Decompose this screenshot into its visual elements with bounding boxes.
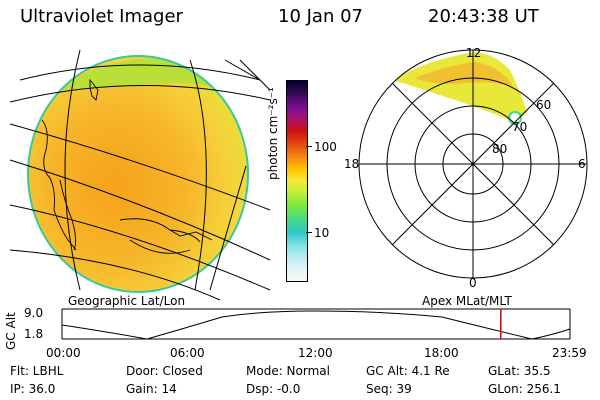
colorbar-tick-10 [306, 232, 312, 233]
footer-dsp: Dsp: -0.0 [246, 382, 301, 396]
mlt-6-label: 6 [578, 157, 586, 171]
instrument-title: Ultraviolet Imager [20, 6, 183, 27]
altitude-plot [61, 308, 571, 340]
polar-label: Apex MLat/MLT [422, 294, 512, 308]
globe-label: Geographic Lat/Lon [68, 294, 186, 308]
x-tick-2: 12:00 [298, 346, 333, 360]
footer-mode: Mode: Normal [246, 364, 330, 378]
footer-door: Door: Closed [126, 364, 203, 378]
altitude-ytick-bottom: 1.8 [24, 327, 44, 341]
mlat-70-label: 70 [512, 120, 528, 134]
footer-gc-alt: GC Alt: 4.1 Re [366, 364, 450, 378]
polar-plot [358, 49, 588, 279]
globe-image [9, 49, 271, 301]
footer-glon: GLon: 256.1 [488, 382, 561, 396]
footer-glat: GLat: 35.5 [488, 364, 551, 378]
mlt-18-label: 18 [344, 157, 360, 171]
aurora-region [393, 52, 527, 120]
x-tick-1: 06:00 [170, 346, 205, 360]
colorbar [286, 80, 308, 282]
mlt-0-label: 0 [469, 276, 477, 290]
x-tick-4: 23:59 [552, 346, 587, 360]
mlt-12-label: 12 [466, 46, 482, 60]
footer-ip: IP: 36.0 [10, 382, 56, 396]
colorbar-unit: photon cm⁻²s⁻¹ [266, 87, 280, 180]
footer-flt: Flt: LBHL [10, 364, 64, 378]
colorbar-tick-100 [306, 146, 312, 147]
footer-gain: Gain: 14 [126, 382, 177, 396]
date-label: 10 Jan 07 [278, 6, 363, 27]
colorbar-label-10: 10 [314, 226, 330, 240]
colorbar-label-100: 100 [314, 140, 337, 154]
mlat-80-label: 80 [492, 142, 508, 156]
altitude-ylabel: GC Alt [4, 312, 18, 350]
altitude-ytick-top: 9.0 [24, 306, 44, 320]
time-label: 20:43:38 UT [428, 6, 539, 27]
x-tick-3: 18:00 [424, 346, 459, 360]
mlat-60-label: 60 [536, 98, 552, 112]
footer-seq: Seq: 39 [366, 382, 412, 396]
x-tick-0: 00:00 [46, 346, 81, 360]
